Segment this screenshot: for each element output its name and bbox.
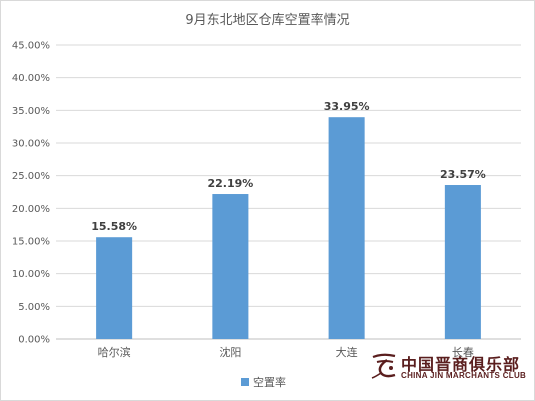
legend-label: 空置率 bbox=[253, 376, 286, 389]
y-tick-label: 15.00% bbox=[12, 237, 50, 248]
x-axis-categories: 哈尔滨 沈阳 大连 长春 bbox=[98, 345, 474, 359]
bar bbox=[212, 194, 249, 339]
bar-data-label: 15.58% bbox=[91, 220, 137, 233]
x-category-label: 大连 bbox=[336, 345, 358, 359]
bar-data-label: 33.95% bbox=[324, 100, 370, 113]
club-name-en: CHINA JIN MARCHANTS CLUB bbox=[401, 371, 527, 380]
club-watermark: 中国晋商俱乐部 CHINA JIN MARCHANTS CLUB bbox=[369, 349, 531, 385]
data-labels: 15.58% 22.19% 33.95% 23.57% bbox=[91, 100, 486, 233]
x-category-label: 长春 bbox=[452, 346, 474, 359]
y-tick-label: 20.00% bbox=[12, 204, 50, 215]
chart-title: 9月东北地区仓库空置率情况 bbox=[185, 13, 350, 28]
bar bbox=[444, 185, 481, 339]
bar-data-label: 22.19% bbox=[207, 177, 253, 190]
y-tick-label: 35.00% bbox=[12, 106, 50, 117]
y-tick-label: 25.00% bbox=[12, 171, 50, 182]
bar bbox=[96, 237, 133, 339]
y-tick-label: 45.00% bbox=[12, 41, 50, 52]
x-category-label: 沈阳 bbox=[219, 345, 241, 359]
y-tick-label: 5.00% bbox=[18, 302, 50, 313]
y-tick-label: 40.00% bbox=[12, 73, 50, 84]
bars bbox=[96, 117, 481, 340]
legend-swatch bbox=[241, 378, 249, 386]
x-category-label: 哈尔滨 bbox=[98, 345, 131, 359]
bar-data-label: 23.57% bbox=[440, 168, 486, 181]
legend: 空置率 bbox=[241, 374, 286, 390]
y-axis-ticks: 0.00% 5.00% 10.00% 15.00% 20.00% 25.00% 30.00%… bbox=[12, 41, 50, 346]
gridlines bbox=[56, 44, 521, 340]
club-logo-icon bbox=[371, 353, 396, 379]
y-tick-label: 10.00% bbox=[12, 269, 50, 280]
bar bbox=[328, 117, 365, 340]
y-tick-label: 30.00% bbox=[12, 139, 50, 150]
club-name-cn: 中国晋商俱乐部 bbox=[401, 355, 521, 374]
y-tick-label: 0.00% bbox=[18, 335, 50, 346]
